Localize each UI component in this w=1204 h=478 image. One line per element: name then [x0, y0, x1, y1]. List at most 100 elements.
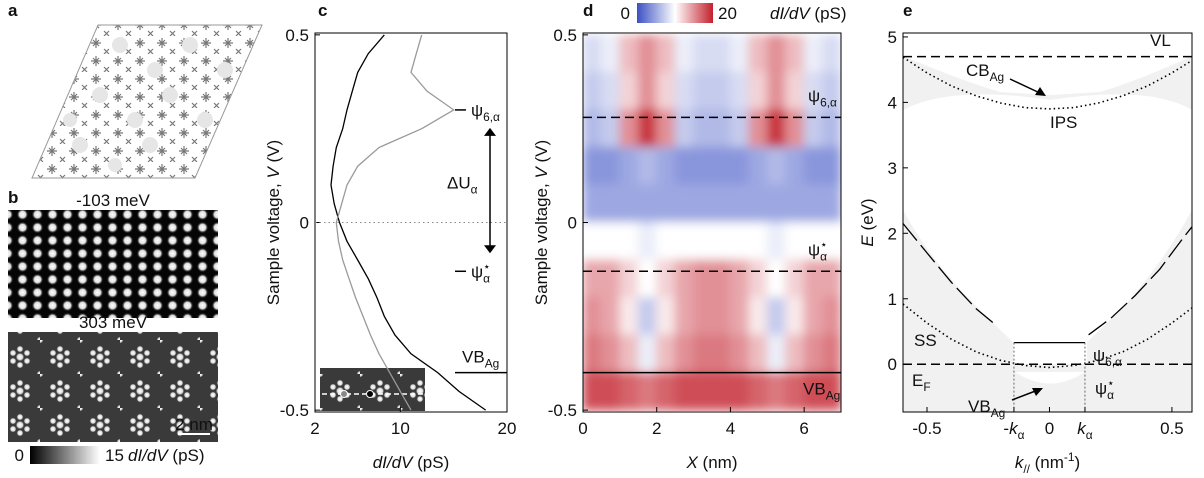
y-axis-label: Sample voltage, V (V)	[264, 140, 283, 305]
colorbar-tick-label: 0	[15, 446, 24, 465]
heatmap-cell	[803, 109, 824, 148]
pores	[63, 37, 233, 172]
x-axis-label: k// (nm-1)	[1015, 450, 1080, 476]
band-label: ψα⋆	[1095, 376, 1114, 402]
heatmap-cell	[822, 184, 841, 223]
x-tick-label: 0	[1045, 419, 1054, 438]
heatmap-cell	[674, 34, 695, 73]
x-tick-label: 10	[391, 419, 410, 438]
heatmap-cell	[693, 372, 713, 411]
band-label-part: α	[1107, 388, 1114, 402]
heatmap-cell	[674, 222, 695, 261]
panel-label: b	[8, 188, 18, 207]
panel-label: a	[8, 1, 18, 20]
heatmap-cell	[674, 334, 695, 374]
y-axis-label-part: E	[858, 235, 877, 247]
colorbar-tick-label: 20	[718, 4, 737, 23]
band-label-part: SS	[914, 331, 937, 350]
level-label-part: ⋆	[820, 237, 827, 251]
heatmap-cell	[619, 146, 639, 186]
heatmap-cell	[600, 71, 621, 111]
heatmap-cell	[693, 109, 713, 148]
level-label: VBAg	[803, 380, 840, 403]
heatmap-cell	[693, 334, 713, 374]
annotation-arrow	[1009, 78, 1043, 95]
level-label: ψ6,α	[471, 101, 500, 124]
heatmap-cell	[619, 184, 639, 223]
panel-label: c	[318, 1, 327, 20]
y-axis-label-part: (V)	[532, 140, 551, 167]
heatmap-cell	[619, 259, 639, 299]
heatmap-cell	[822, 109, 841, 148]
heatmap-cell	[637, 184, 658, 223]
level-label-part: 6,α	[483, 110, 500, 124]
gap-label-part: α	[471, 183, 478, 197]
x-axis-label-part: (pS)	[412, 453, 449, 472]
y-axis-label: Sample voltage, V (V)	[532, 140, 551, 305]
heatmap-cell	[803, 334, 824, 374]
heatmap	[583, 34, 841, 411]
heatmap-cell	[822, 334, 841, 374]
heatmap-cell	[785, 34, 805, 73]
x-tick-label-part: k	[1009, 419, 1019, 438]
heatmap-cell	[674, 184, 695, 223]
y-tick-label: 0	[568, 214, 577, 233]
heatmap-cell	[748, 259, 768, 299]
heatmap-cell	[729, 372, 750, 411]
heatmap-cell	[766, 259, 787, 299]
level-label-part: ψ	[471, 101, 483, 120]
level-label: ψα⋆	[808, 237, 827, 263]
band-label: VBAg	[968, 397, 1005, 420]
band-label-part: E	[912, 371, 923, 390]
heatmap-cell	[600, 184, 621, 223]
inset-image	[320, 368, 425, 411]
heatmap-cell	[803, 146, 824, 186]
heatmap-cell	[766, 109, 787, 148]
heatmap-cell	[729, 146, 750, 186]
series-line	[330, 34, 487, 411]
colorbar-title-part: (pS)	[810, 4, 847, 23]
heatmap-cell	[803, 71, 824, 111]
heatmap-cell	[748, 34, 768, 73]
heatmap-cell	[637, 34, 658, 73]
x-tick-label-part: -	[1003, 419, 1009, 438]
heatmap-cell	[711, 71, 731, 111]
heatmap-cell	[822, 259, 841, 299]
band-label: CBAg	[966, 61, 1004, 84]
heatmap-cell	[619, 109, 639, 148]
x-axis-label: dI/dV (pS)	[373, 453, 450, 472]
band-label-part: CB	[966, 61, 990, 80]
heatmap-cell	[748, 71, 768, 111]
heatmap-cell	[619, 297, 639, 336]
band-label: EF	[912, 371, 931, 394]
heatmap-cell	[822, 372, 841, 411]
y-axis-label-part: Sample voltage,	[532, 179, 551, 306]
heatmap-cell	[729, 184, 750, 223]
heatmap-cell	[637, 297, 658, 336]
heatmap-cell	[600, 334, 621, 374]
inset-point	[366, 390, 374, 398]
heatmap-cell	[711, 146, 731, 186]
heatmap-cell	[637, 222, 658, 261]
heatmap-cell	[600, 259, 621, 299]
image-caption: -103 meV	[76, 191, 150, 210]
x-axis-label: X (nm)	[685, 453, 737, 472]
level-label-part: Ag	[485, 357, 500, 371]
y-tick-label: 4	[888, 93, 897, 112]
gap-label: ΔUα	[447, 174, 478, 197]
heatmap-cell	[822, 222, 841, 261]
x-tick-label: -0.5	[912, 419, 941, 438]
x-tick-label-part: α	[1086, 428, 1093, 442]
heatmap-cell	[748, 334, 768, 374]
heatmap-cell	[711, 34, 731, 73]
y-axis-label-part: V	[264, 166, 283, 179]
heatmap-cell	[822, 71, 841, 111]
x-axis-label-part: )	[1075, 453, 1081, 472]
heatmap-cell	[583, 259, 602, 299]
arrow-head	[1032, 388, 1043, 396]
y-tick-label: 3	[888, 159, 897, 178]
heatmap-cell	[693, 71, 713, 111]
level-label-part: α	[820, 249, 827, 263]
heatmap-cell	[822, 297, 841, 336]
